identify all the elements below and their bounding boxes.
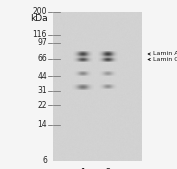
Text: 200: 200: [32, 7, 47, 16]
Text: 2: 2: [105, 168, 111, 169]
Text: 22: 22: [38, 101, 47, 110]
Text: 6: 6: [42, 156, 47, 165]
Text: 14: 14: [37, 120, 47, 129]
Text: 31: 31: [37, 86, 47, 95]
Text: 44: 44: [37, 71, 47, 81]
Text: 1: 1: [80, 168, 85, 169]
Text: 66: 66: [37, 54, 47, 63]
Text: Lamin A: Lamin A: [153, 52, 177, 56]
Text: kDa: kDa: [30, 14, 48, 23]
Text: 97: 97: [37, 38, 47, 47]
Text: 116: 116: [33, 30, 47, 39]
Text: Lamin C: Lamin C: [153, 57, 177, 62]
